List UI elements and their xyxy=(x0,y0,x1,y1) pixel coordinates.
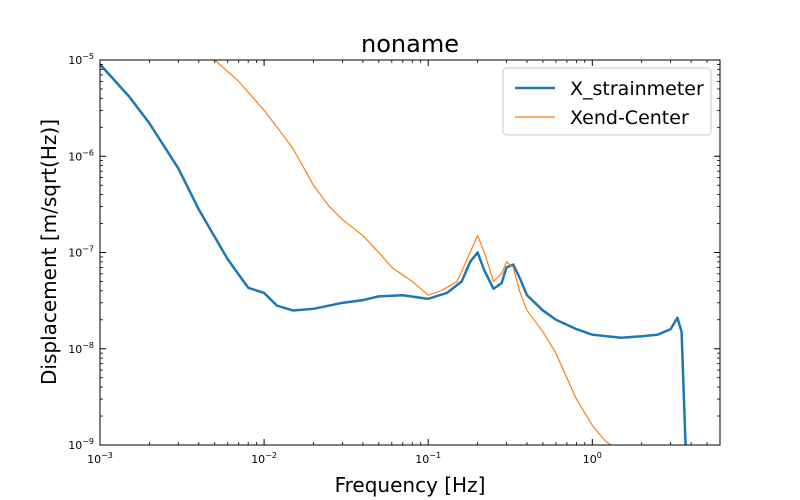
y-tick-label: 10−9 xyxy=(68,437,94,452)
legend-label-xend-center: Xend-Center xyxy=(570,107,689,129)
plot-area xyxy=(100,60,687,445)
series-line-xend-center xyxy=(214,60,612,445)
x-tick-label: 10−3 xyxy=(87,451,113,466)
x-tick-label: 10−2 xyxy=(251,451,277,466)
x-axis: 10−3 10−2 10−1 100 xyxy=(87,60,721,466)
legend-box xyxy=(502,67,712,136)
y-axis-label: Displacement [m/sqrt(Hz)] xyxy=(37,119,61,385)
x-tick-label: 10−1 xyxy=(415,451,441,466)
y-tick-label: 10−8 xyxy=(68,341,94,356)
x-axis-label: Frequency [Hz] xyxy=(335,473,486,497)
legend: X_strainmeter Xend-Center xyxy=(502,67,712,136)
chart-title: noname xyxy=(361,30,459,58)
series-line-x-strainmeter xyxy=(100,63,687,445)
y-axis: 10−9 10−8 10−7 10−6 10−5 xyxy=(68,52,720,452)
x-tick-label: 100 xyxy=(583,451,602,466)
legend-label-x-strainmeter: X_strainmeter xyxy=(570,78,704,100)
y-tick-label: 10−5 xyxy=(68,52,94,67)
y-tick-label: 10−7 xyxy=(68,245,94,260)
y-tick-label: 10−6 xyxy=(68,148,94,163)
